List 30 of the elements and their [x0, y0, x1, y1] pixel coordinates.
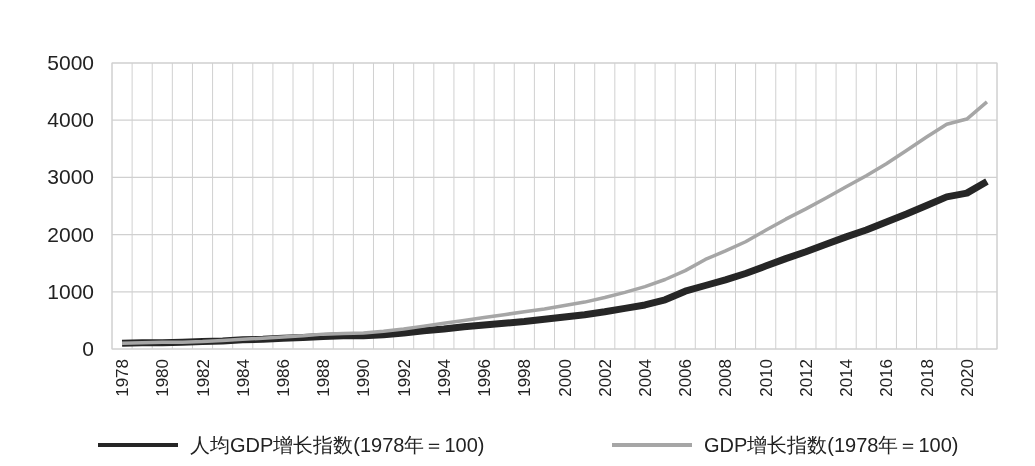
x-tick-label: 1992	[394, 359, 414, 397]
x-tick-label: 1998	[515, 359, 535, 397]
x-tick-label: 2012	[796, 359, 816, 397]
legend-label: 人均GDP增长指数(1978年＝100)	[190, 434, 485, 456]
x-tick-label: 1990	[354, 359, 374, 397]
legend-label: GDP增长指数(1978年＝100)	[704, 434, 959, 456]
y-tick-label: 5000	[47, 51, 94, 74]
x-tick-label: 1984	[233, 359, 253, 397]
y-tick-label: 4000	[47, 108, 94, 132]
x-tick-label: 2014	[837, 359, 857, 397]
x-tick-label: 1982	[193, 359, 213, 397]
y-tick-label: 2000	[47, 222, 94, 246]
x-tick-label: 2020	[957, 359, 977, 397]
x-tick-label: 2016	[877, 359, 897, 397]
y-tick-label: 3000	[47, 165, 94, 189]
x-tick-label: 2018	[917, 359, 937, 397]
y-tick-label: 1000	[47, 279, 94, 303]
x-tick-label: 1996	[475, 359, 495, 397]
x-tick-label: 1994	[434, 359, 454, 397]
x-tick-label: 1978	[113, 359, 133, 397]
y-tick-label: 0	[82, 337, 94, 360]
x-tick-label: 2006	[676, 359, 696, 397]
x-tick-label: 1986	[273, 359, 293, 397]
x-tick-label: 1980	[153, 359, 173, 397]
x-tick-label: 2010	[756, 359, 776, 397]
x-tick-label: 2008	[716, 359, 736, 397]
x-tick-label: 1988	[314, 359, 334, 397]
x-tick-label: 2000	[555, 359, 575, 397]
x-tick-label: 2002	[595, 359, 615, 397]
x-tick-label: 2004	[636, 359, 656, 397]
